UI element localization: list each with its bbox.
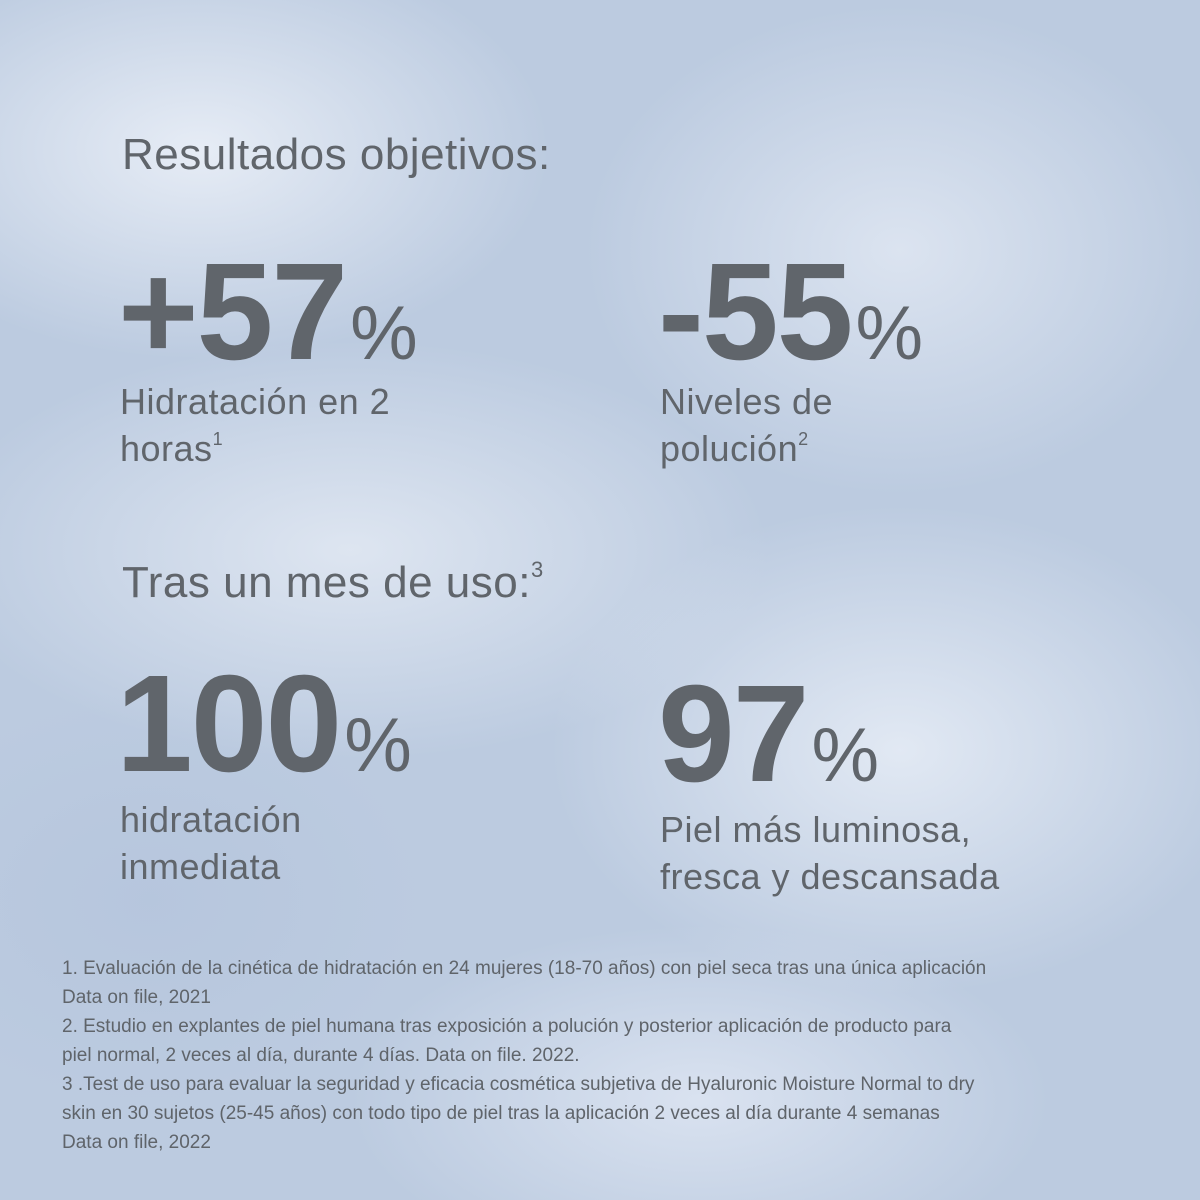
stat-label-hydration-2h: Hidratación en 2 horas1 — [120, 378, 390, 472]
footnote-line: skin en 30 sujetos (25-45 años) con todo… — [62, 1103, 940, 1124]
stat-immediate-hydration: 100% — [116, 655, 412, 793]
stat-luminous-skin: 97% — [658, 665, 879, 803]
stat-label-pollution: Niveles de polución2 — [660, 378, 833, 472]
heading-text: Tras un mes de uso: — [122, 558, 531, 607]
label-line: Piel más luminosa, — [660, 809, 972, 850]
footnote-ref: 2 — [798, 428, 809, 449]
stat-value: 97 — [658, 657, 809, 811]
footnote-ref: 1 — [212, 428, 224, 449]
label-line: fresca y descansada — [660, 856, 1000, 897]
footnote-line: 3 .Test de uso para evaluar la seguridad… — [62, 1074, 975, 1095]
label-line: inmediata — [120, 846, 281, 887]
stat-unit: % — [350, 291, 418, 376]
section-heading-month: Tras un mes de uso:3 — [122, 558, 544, 608]
footnote-ref: 3 — [530, 557, 544, 583]
stat-label-immediate-hydration: hidratación inmediata — [120, 796, 302, 890]
stat-value: 100 — [116, 647, 342, 801]
footnote-line: Data on file, 2021 — [62, 987, 211, 1008]
stat-unit: % — [811, 713, 880, 798]
footnote-line: Data on file, 2022 — [62, 1132, 211, 1153]
stat-value: -55 — [658, 235, 853, 389]
footnote-line: 1. Evaluación de la cinética de hidratac… — [62, 958, 987, 979]
stat-unit: % — [344, 703, 412, 788]
footnote-line: 2. Estudio en explantes de piel humana t… — [62, 1016, 952, 1037]
section-heading-results: Resultados objetivos: — [122, 130, 551, 179]
label-line: hidratación — [120, 799, 302, 840]
footnote-line: piel normal, 2 veces al día, durante 4 d… — [62, 1045, 580, 1066]
label-line: polución — [660, 428, 799, 469]
stat-unit: % — [855, 291, 924, 376]
label-line: Hidratación en 2 — [120, 381, 391, 422]
label-line: horas — [120, 428, 213, 469]
stat-hydration-2h: +57% — [118, 243, 418, 381]
stat-label-luminous-skin: Piel más luminosa, fresca y descansada — [660, 806, 1000, 900]
footnotes: 1. Evaluación de la cinética de hidratac… — [62, 954, 1162, 1157]
stat-value: +57 — [118, 235, 348, 389]
label-line: Niveles de — [660, 381, 834, 422]
stat-pollution: -55% — [658, 243, 923, 381]
